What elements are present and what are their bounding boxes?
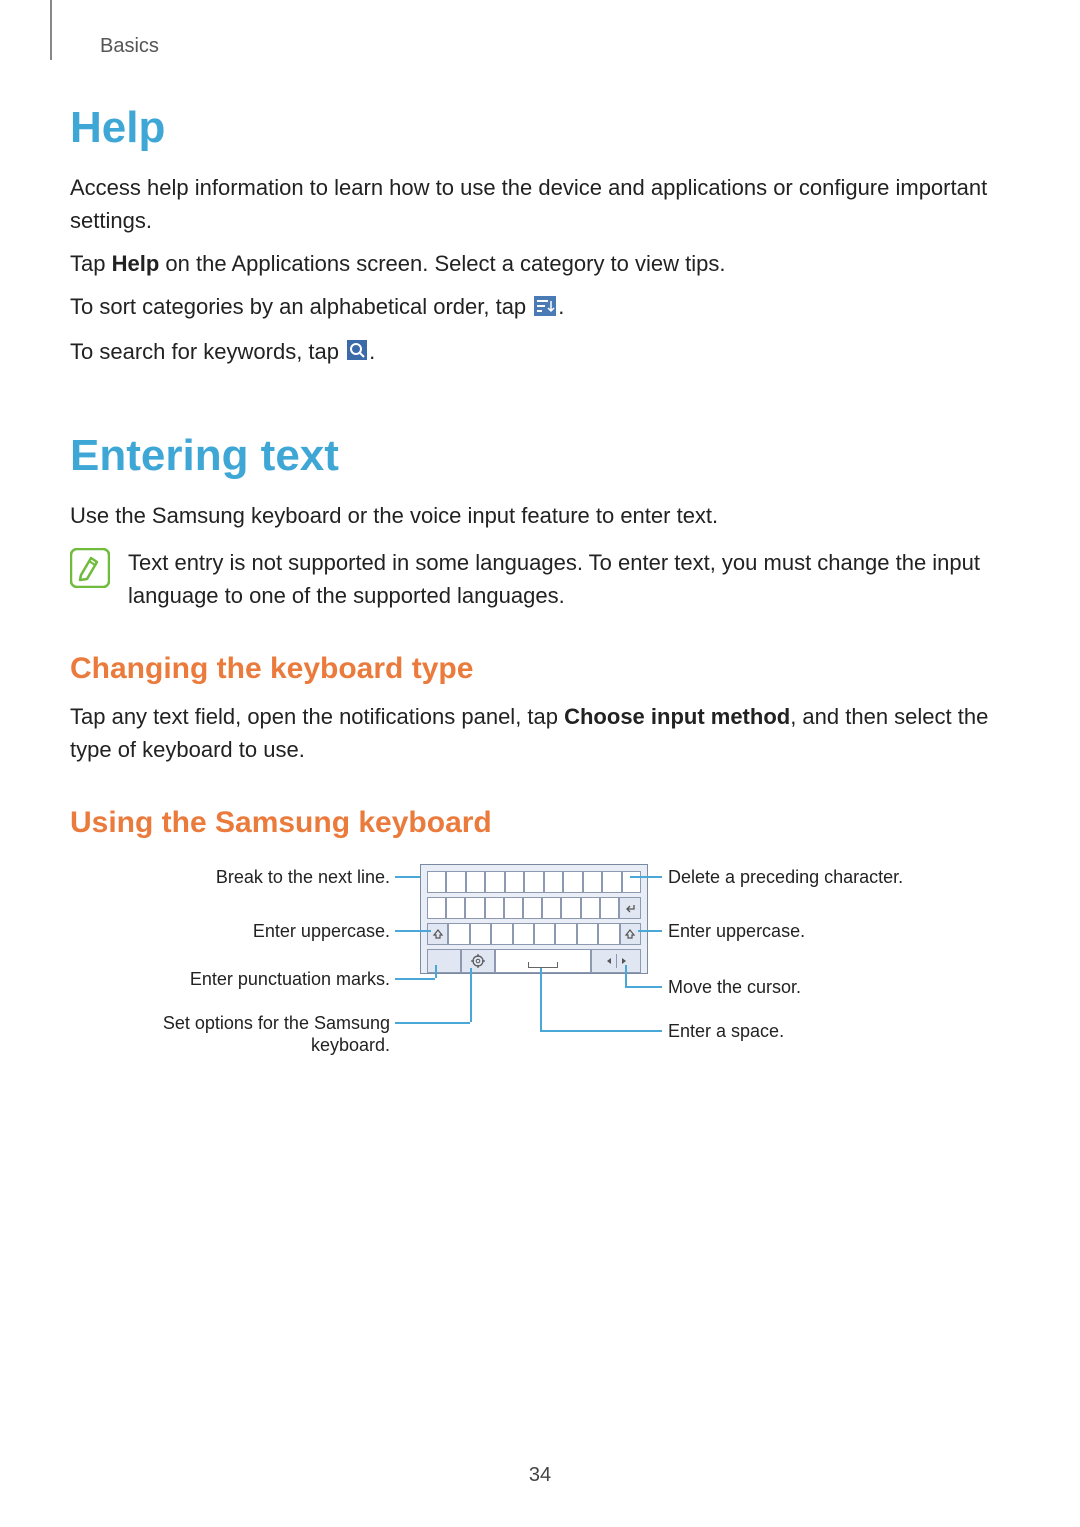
kb-key [544,871,563,893]
line-r2 [638,930,662,932]
kb-key [563,871,582,893]
callout-settings-a: Set options for the Samsung [70,1012,390,1035]
help-p4: To search for keywords, tap . [70,335,1010,370]
kb-key [598,923,619,945]
help-p4-pre: To search for keywords, tap [70,339,345,364]
kb-row-4 [421,945,647,977]
changing-p1: Tap any text field, open the notificatio… [70,700,1010,766]
line-l2 [395,930,431,932]
line-r4h [540,1030,662,1032]
help-p3-pre: To sort categories by an alphabetical or… [70,294,532,319]
cursor-right-icon [619,956,629,966]
help-p3: To sort categories by an alphabetical or… [70,290,1010,325]
line-r1 [630,876,662,878]
help-p3-post: . [558,294,564,319]
kb-key [491,923,512,945]
line-r3v [625,965,627,986]
kb-cursor-key [591,949,641,973]
note-row: Text entry is not supported in some lang… [70,546,1010,612]
kb-key [427,897,446,919]
changing-p1-pre: Tap any text field, open the notificatio… [70,704,564,729]
kb-key [485,897,504,919]
kb-key [542,897,561,919]
cursor-left-icon [604,956,614,966]
kb-key [465,897,484,919]
callout-uppercase-right: Enter uppercase. [668,920,805,943]
kb-key [622,871,641,893]
kb-row-2 [421,893,647,919]
gear-icon [471,954,485,968]
kb-return-key [619,897,641,919]
kb-key [581,897,600,919]
kb-key [446,897,465,919]
keyboard-diagram [420,864,648,974]
kb-shift-right [620,923,641,945]
kb-key [513,923,534,945]
kb-key [448,923,469,945]
line-l1 [395,876,420,878]
kb-key [427,871,446,893]
callout-punctuation: Enter punctuation marks. [70,968,390,991]
kb-key [523,897,542,919]
help-p2-bold: Help [112,251,160,276]
line-l3h [395,978,435,980]
note-icon [70,548,110,593]
kb-key [524,871,543,893]
page-content: Basics Help Access help information to l… [0,0,1080,1120]
kb-shift-left [427,923,448,945]
callout-break-line: Break to the next line. [70,866,390,889]
kb-key [485,871,504,893]
help-p1: Access help information to learn how to … [70,171,1010,237]
kb-key [504,897,523,919]
kb-row-3 [421,919,647,945]
using-heading: Using the Samsung keyboard [70,806,1010,840]
line-r4v [540,968,542,1030]
line-l3v [435,965,437,978]
help-p2-pre: Tap [70,251,112,276]
shift-icon [432,928,444,940]
kb-key [583,871,602,893]
line-l4h [395,1022,470,1024]
kb-key [470,923,491,945]
kb-key [577,923,598,945]
callout-move-cursor: Move the cursor. [668,976,801,999]
help-p4-post: . [369,339,375,364]
callout-uppercase-left: Enter uppercase. [70,920,390,943]
search-icon [347,336,367,369]
note-text: Text entry is not supported in some lang… [128,546,1010,612]
changing-p1-bold: Choose input method [564,704,790,729]
kb-key [555,923,576,945]
kb-key [561,897,580,919]
line-r3h [625,986,662,988]
changing-heading: Changing the keyboard type [70,652,1010,686]
kb-row-1 [421,865,647,893]
sort-az-icon [534,292,556,325]
entering-heading: Entering text [70,431,1010,481]
kb-key [505,871,524,893]
section-header: Basics [100,35,1010,58]
kb-key [446,871,465,893]
kb-key [600,897,619,919]
return-icon [624,902,636,914]
kb-key [466,871,485,893]
keyboard-figure: Break to the next line. Enter uppercase.… [70,860,1010,1120]
kb-settings-key [461,949,495,973]
shift-icon [624,928,636,940]
kb-key [602,871,621,893]
callout-space: Enter a space. [668,1020,784,1043]
page-number: 34 [0,1464,1080,1487]
help-p2: Tap Help on the Applications screen. Sel… [70,247,1010,280]
help-p2-post: on the Applications screen. Select a cat… [159,251,725,276]
callout-settings-b: keyboard. [70,1034,390,1057]
callout-delete: Delete a preceding character. [668,866,903,889]
kb-space-key [495,949,591,973]
entering-p1: Use the Samsung keyboard or the voice in… [70,499,1010,532]
kb-punctuation-key [427,949,461,973]
line-l4v [470,968,472,1022]
help-heading: Help [70,103,1010,153]
kb-key [534,923,555,945]
margin-rule [50,0,52,60]
